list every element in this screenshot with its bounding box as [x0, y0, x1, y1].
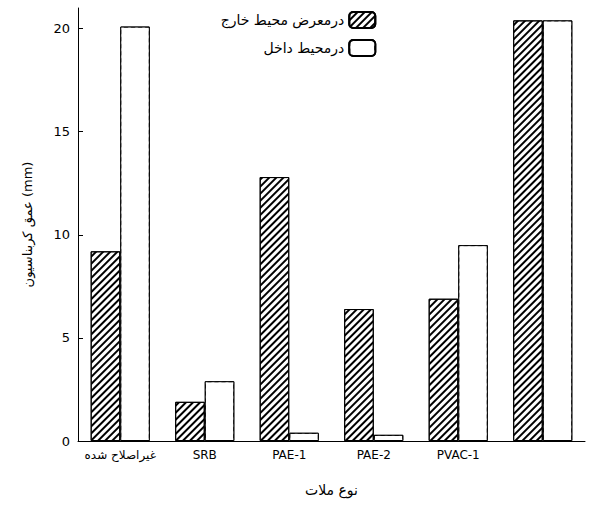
- svg-text:5: 5: [62, 330, 70, 345]
- svg-text:درمعرض محیط خارج: درمعرض محیط خارج: [221, 12, 345, 29]
- svg-text:SRB: SRB: [193, 448, 217, 462]
- svg-text:PAE-2: PAE-2: [357, 448, 391, 462]
- svg-text:10: 10: [53, 227, 70, 242]
- svg-text:نوع ملات: نوع ملات: [305, 482, 358, 499]
- svg-text:عمق کربناسیون (mm): عمق کربناسیون (mm): [20, 162, 36, 288]
- svg-text:0: 0: [62, 434, 70, 449]
- svg-text:درمحیط داخل: درمحیط داخل: [263, 40, 344, 57]
- svg-text:20: 20: [53, 21, 70, 36]
- svg-text:PVAC-1: PVAC-1: [437, 448, 480, 462]
- svg-text:غیراصلاح شده: غیراصلاح شده: [85, 448, 156, 463]
- svg-text:PAE-1: PAE-1: [272, 448, 306, 462]
- svg-text:15: 15: [53, 124, 70, 139]
